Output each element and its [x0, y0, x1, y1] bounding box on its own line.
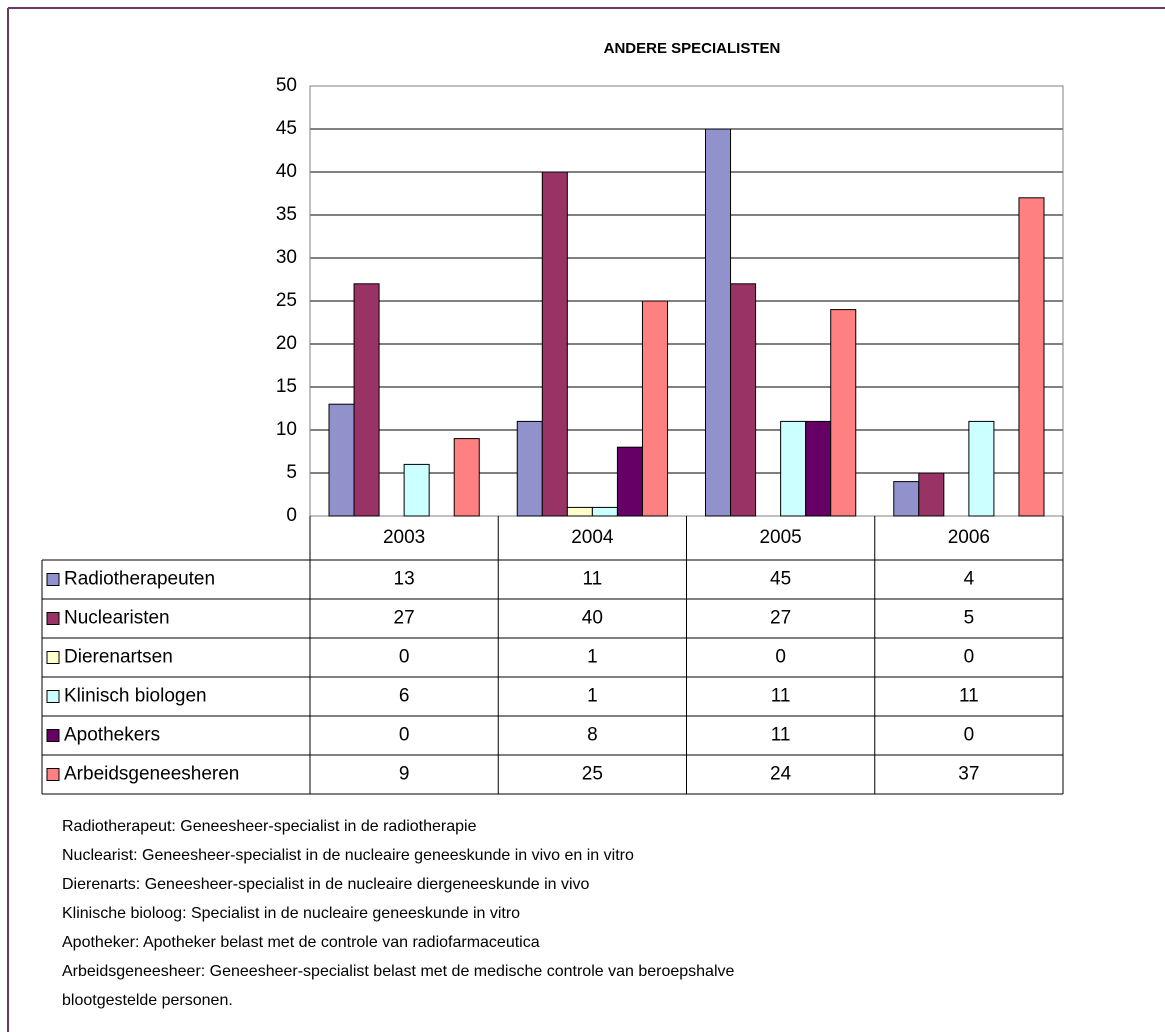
y-tick-label: 15 [276, 376, 297, 397]
legend-label: Radiotherapeuten [64, 569, 215, 590]
bar [918, 472, 945, 517]
table-cell: 1 [587, 686, 598, 707]
table-cell: 8 [587, 725, 598, 746]
y-tick-label: 5 [286, 462, 297, 483]
y-tick-label: 50 [276, 75, 297, 96]
table-cell: 9 [399, 764, 410, 785]
y-tick-label: 35 [276, 204, 297, 225]
footnote: Nuclearist: Geneesheer-specialist in de … [62, 847, 634, 864]
table-cell: 0 [399, 725, 410, 746]
bar [830, 309, 857, 517]
y-tick-label: 20 [276, 333, 297, 354]
table-cell: 0 [399, 647, 410, 668]
footnote: Radiotherapeut: Geneesheer-specialist in… [62, 818, 477, 835]
chart-title: ANDERE SPECIALISTEN [604, 40, 781, 57]
legend-swatch [46, 729, 60, 742]
bar [805, 420, 832, 517]
legend-swatch [46, 768, 60, 781]
bar [705, 128, 732, 517]
footnote: Apotheker: Apotheker belast met de contr… [62, 934, 540, 951]
y-tick-label: 40 [276, 161, 297, 182]
legend-label: Nuclearisten [64, 608, 170, 629]
legend-label: Apothekers [64, 725, 160, 746]
bar [591, 506, 618, 517]
category-label: 2006 [948, 527, 990, 548]
bar [328, 403, 355, 517]
bar [453, 438, 480, 517]
table-cell: 27 [770, 608, 791, 629]
category-label: 2005 [759, 527, 801, 548]
table-cell: 27 [394, 608, 415, 629]
bar [730, 283, 757, 517]
legend-label: Klinisch biologen [64, 686, 207, 707]
table-cell: 37 [958, 764, 979, 785]
bar [780, 420, 807, 517]
footnote: Arbeidsgeneesheer: Geneesheer-specialist… [62, 963, 735, 980]
footnote: blootgestelde personen. [62, 992, 233, 1009]
table-cell: 0 [964, 725, 975, 746]
legend-label: Arbeidsgeneesheren [64, 764, 239, 785]
legend-swatch [46, 690, 60, 703]
bar [1018, 197, 1045, 517]
bar [968, 420, 995, 517]
bar [403, 463, 430, 517]
table-cell: 0 [775, 647, 786, 668]
footnote: Klinische bioloog: Specialist in de nucl… [62, 905, 520, 922]
category-label: 2003 [383, 527, 425, 548]
bar [541, 171, 568, 517]
table-cell: 4 [964, 569, 975, 590]
table-cell: 11 [771, 725, 791, 746]
table-cell: 0 [964, 647, 975, 668]
legend-swatch [46, 573, 60, 586]
legend-label: Dierenartsen [64, 647, 173, 668]
y-tick-label: 30 [276, 247, 297, 268]
table-cell: 25 [582, 764, 603, 785]
legend-swatch [46, 651, 60, 664]
bar [616, 446, 643, 517]
legend-swatch [46, 612, 60, 625]
table-cell: 6 [399, 686, 410, 707]
table-cell: 45 [770, 569, 791, 590]
category-label: 2004 [571, 527, 614, 548]
table-cell: 5 [964, 608, 975, 629]
bar [353, 283, 380, 517]
table-cell: 24 [770, 764, 792, 785]
bar [516, 420, 543, 517]
bar [566, 506, 593, 517]
y-tick-label: 45 [276, 118, 297, 139]
y-tick-label: 0 [286, 505, 297, 526]
y-tick-label: 10 [276, 419, 297, 440]
bar [641, 300, 668, 517]
table-cell: 13 [394, 569, 415, 590]
table-cell: 11 [959, 686, 979, 707]
table-cell: 1 [587, 647, 598, 668]
bar [893, 481, 920, 517]
footnote: Dierenarts: Geneesheer-specialist in de … [62, 876, 590, 893]
y-tick-label: 25 [276, 290, 297, 311]
table-cell: 11 [583, 569, 603, 590]
table-cell: 40 [582, 608, 603, 629]
table-cell: 11 [771, 686, 791, 707]
